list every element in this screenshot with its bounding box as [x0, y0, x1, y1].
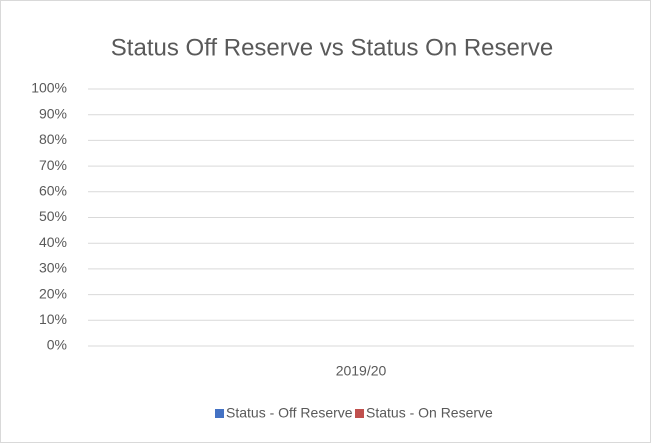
y-tick-label: 30%	[39, 260, 67, 276]
y-tick-label: 60%	[39, 183, 67, 199]
y-tick-label: 50%	[39, 208, 67, 224]
legend-swatch	[355, 409, 364, 418]
y-tick-label: 20%	[39, 285, 67, 301]
y-tick-label: 100%	[31, 80, 67, 96]
y-tick-label: 10%	[39, 311, 67, 327]
legend-label: Status - On Reserve	[366, 405, 493, 421]
chart-title: Status Off Reserve vs Status On Reserve	[111, 34, 553, 61]
legend-swatch	[215, 409, 224, 418]
y-tick-label: 90%	[39, 105, 67, 121]
y-tick-label: 70%	[39, 157, 67, 173]
x-tick-label: 2019/20	[336, 363, 387, 379]
legend-label: Status - Off Reserve	[226, 405, 353, 421]
y-tick-label: 80%	[39, 131, 67, 147]
y-tick-label: 40%	[39, 234, 67, 250]
y-tick-label: 0%	[47, 337, 67, 353]
